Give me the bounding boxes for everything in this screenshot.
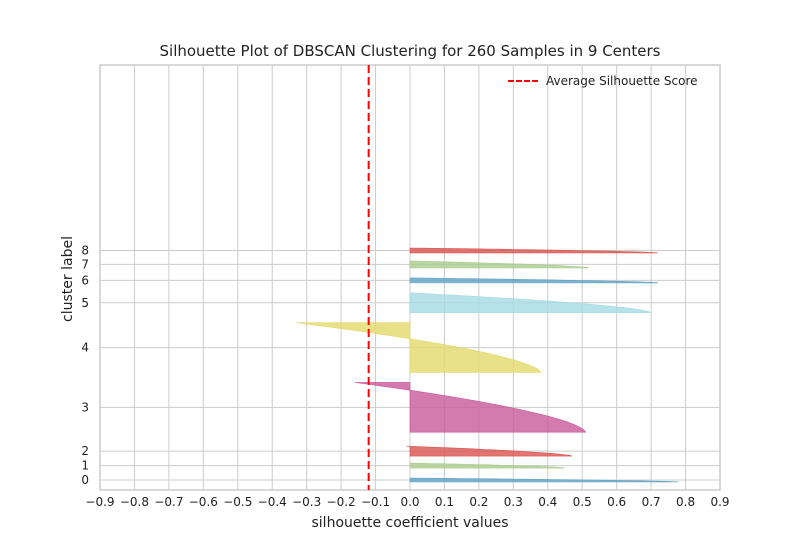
x-axis-label: silhouette coefficient values bbox=[311, 515, 509, 531]
cluster-0-silhouette bbox=[409, 477, 679, 483]
x-tick-label: −0.2 bbox=[327, 495, 356, 509]
y-tick-label: 1 bbox=[81, 459, 89, 473]
x-tick-label: 0.7 bbox=[642, 495, 661, 509]
cluster-8-silhouette bbox=[409, 247, 659, 254]
y-axis-label: cluster label bbox=[60, 236, 76, 322]
y-tick-label: 7 bbox=[81, 257, 89, 271]
cluster-2-silhouette bbox=[406, 445, 573, 457]
cluster-1-silhouette bbox=[409, 462, 566, 469]
y-tick-label: 0 bbox=[81, 473, 89, 487]
x-tick-label: 0.9 bbox=[710, 495, 729, 509]
x-tick-label: 0.3 bbox=[504, 495, 523, 509]
cluster-7-silhouette bbox=[409, 260, 590, 269]
x-tick-label: −0.6 bbox=[189, 495, 218, 509]
x-tick-label: −0.5 bbox=[223, 495, 252, 509]
y-tick-label: 5 bbox=[81, 296, 89, 310]
x-tick-label: −0.7 bbox=[154, 495, 183, 509]
cluster-4-silhouette bbox=[296, 322, 542, 373]
x-tick-label: 0.5 bbox=[573, 495, 592, 509]
x-tick-label: −0.1 bbox=[361, 495, 390, 509]
y-tick-label: 6 bbox=[81, 273, 89, 287]
y-tick-label: 2 bbox=[81, 444, 89, 458]
cluster-3-silhouette bbox=[354, 382, 587, 433]
legend-label: Average Silhouette Score bbox=[546, 74, 698, 88]
x-tick-label: 0.1 bbox=[435, 495, 454, 509]
x-tick-label: 0.8 bbox=[676, 495, 695, 509]
legend-dashed-line-icon bbox=[508, 80, 538, 82]
cluster-5-silhouette bbox=[409, 292, 652, 314]
x-tick-label: 0.6 bbox=[607, 495, 626, 509]
y-tick-label: 3 bbox=[81, 400, 89, 414]
x-tick-label: 0.4 bbox=[538, 495, 557, 509]
x-tick-label: −0.8 bbox=[120, 495, 149, 509]
legend: Average Silhouette Score bbox=[508, 74, 698, 88]
x-tick-label: −0.3 bbox=[292, 495, 321, 509]
x-tick-label: −0.4 bbox=[258, 495, 287, 509]
cluster-6-silhouette bbox=[409, 277, 659, 284]
y-tick-label: 4 bbox=[81, 341, 89, 355]
chart-title: Silhouette Plot of DBSCAN Clustering for… bbox=[159, 42, 661, 60]
x-tick-label: 0.2 bbox=[469, 495, 488, 509]
x-tick-label: 0.0 bbox=[400, 495, 419, 509]
y-tick-label: 8 bbox=[81, 243, 89, 257]
x-tick-label: −0.9 bbox=[85, 495, 114, 509]
